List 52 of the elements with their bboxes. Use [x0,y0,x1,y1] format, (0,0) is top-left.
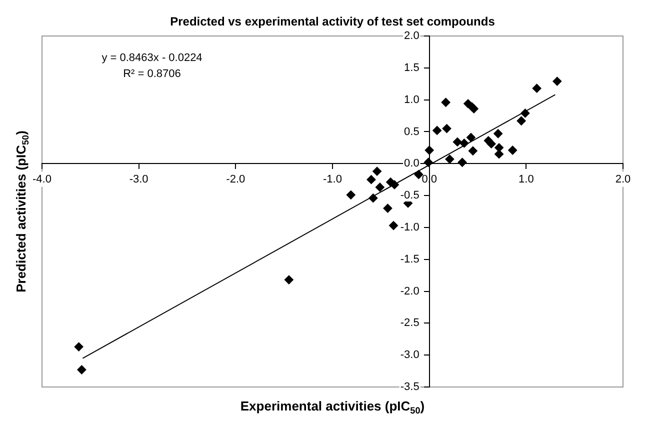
y-tick-label: -1.5 [400,253,420,266]
point [460,138,469,148]
x-tick-label: -3.0 [129,173,148,186]
point [346,190,356,200]
y-tick-label: -2.5 [400,317,420,330]
annotation: y = 0.8463x - 0.0224 [102,52,202,64]
point [516,116,526,126]
point [442,124,452,134]
point [508,146,518,155]
y-tick-label: -2.0 [400,285,420,298]
x-tick-label: -1.0 [323,173,342,186]
point [375,182,384,192]
point [389,221,398,230]
point [494,129,503,138]
y-tick-label: 0.0 [404,158,420,170]
point [452,137,462,146]
y-tick-label: -1.0 [400,221,420,234]
point [424,146,434,155]
y-tick-label: -3.0 [400,349,420,362]
x-tick-label: 1.0 [518,173,534,186]
point [77,365,86,374]
point [441,98,450,107]
point [432,126,442,135]
point [445,154,454,164]
point [466,132,476,142]
y-tick-label: 2.0 [404,30,420,42]
chart-title: Predicted vs experimental activity of test set compounds [170,14,496,28]
point [368,194,378,203]
point [520,108,530,118]
y-axis-title: Predicted activities (pIC50) [14,130,30,292]
x-tick-label: -2.0 [226,173,246,186]
x-tick-label: -4.0 [32,173,52,186]
point [458,158,467,167]
point [424,158,433,167]
y-tick-label: -3.5 [400,381,420,394]
x-tick-label: 2.0 [615,173,631,186]
point [366,175,376,184]
annotation: R² = 0.8706 [123,68,181,80]
point [468,146,478,156]
point [74,342,84,352]
y-tick-label: 0.5 [404,126,420,138]
y-tick-label: 1.5 [404,62,420,74]
point [552,76,562,86]
point [372,166,382,176]
point [494,150,504,159]
point [414,170,424,179]
y-tick-label: -0.5 [400,190,420,202]
point [383,204,392,213]
point [486,139,496,148]
y-tick-label: 1.0 [404,94,420,106]
point [284,275,294,284]
point [532,84,542,93]
